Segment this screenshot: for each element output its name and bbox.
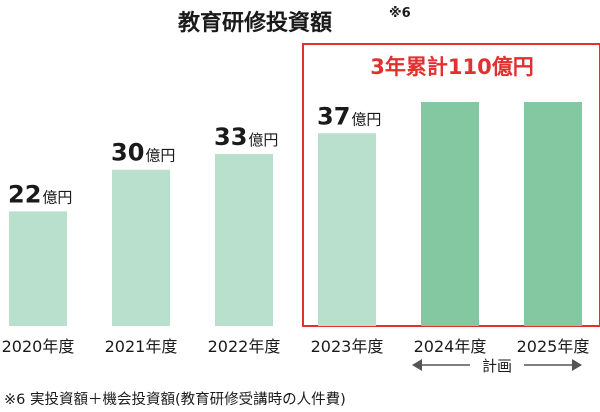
x-label-2020年度: 2020年度	[2, 337, 75, 356]
footnote: ※6 実投資額＋機会投資額(教育研修受講時の人件費)	[4, 391, 346, 408]
value-number: 22	[8, 180, 41, 208]
value-unit: 億円	[145, 147, 175, 165]
value-label-2020年度: 22億円	[8, 180, 72, 208]
value-number: 33	[214, 123, 247, 151]
bar-2025年度	[524, 102, 582, 326]
plan-label: 計画	[482, 357, 512, 375]
bar-2024年度	[421, 102, 479, 326]
bar-2022年度	[215, 154, 273, 326]
x-label-2021年度: 2021年度	[105, 337, 178, 356]
bars-group	[9, 102, 582, 326]
highlight-label: 3年累計110億円	[370, 55, 533, 79]
x-label-2024年度: 2024年度	[414, 337, 487, 356]
chart-title-note: ※6	[389, 6, 411, 21]
value-unit: 億円	[351, 110, 381, 128]
plan-arrow-left-icon	[412, 359, 422, 371]
value-unit: 億円	[248, 131, 278, 149]
plan-bracket: 計画	[412, 356, 582, 375]
bar-2023年度	[318, 133, 376, 326]
x-labels-group: 2020年度 2021年度 2022年度 2023年度 2024年度 2025年度	[2, 337, 590, 356]
value-label-2021年度: 30億円	[111, 139, 175, 167]
value-number: 30	[111, 139, 144, 167]
value-label-2022年度: 33億円	[214, 123, 278, 151]
bar-2020年度	[9, 211, 67, 326]
plan-arrow-right-icon	[572, 359, 582, 371]
bar-2021年度	[112, 169, 170, 326]
x-label-2022年度: 2022年度	[208, 337, 281, 356]
value-label-2023年度: 37億円	[317, 102, 381, 130]
value-number: 37	[317, 102, 350, 130]
value-unit: 億円	[42, 188, 72, 206]
x-label-2023年度: 2023年度	[311, 337, 384, 356]
x-label-2025年度: 2025年度	[517, 337, 590, 356]
chart-title: 教育研修投資額	[178, 10, 332, 36]
